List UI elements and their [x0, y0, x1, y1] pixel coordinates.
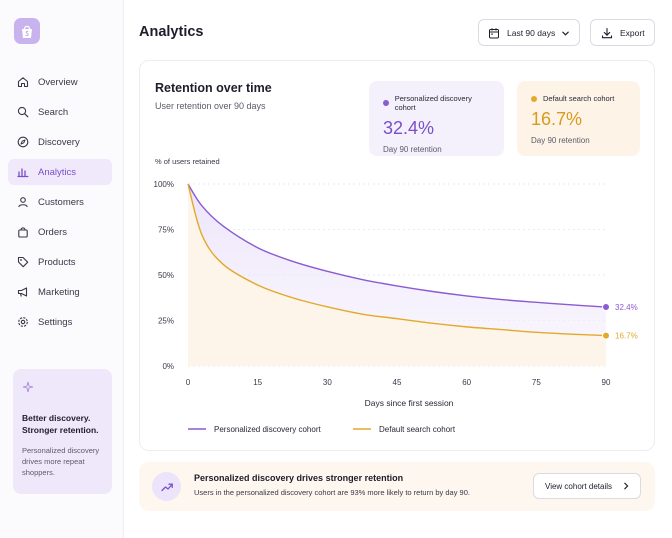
promo-title: Better discovery. Stronger retention.: [22, 413, 99, 435]
bar-chart-icon: [17, 166, 29, 178]
default-cohort-area: [188, 184, 606, 366]
sidebar-item-discovery[interactable]: Discovery: [8, 129, 112, 155]
y-tick-label: 100%: [154, 180, 174, 189]
series-line-default: [187, 183, 607, 337]
y-axis-label: % of users retained: [155, 157, 220, 166]
card-subtitle: User retention over 90 days: [155, 101, 266, 111]
y-tick-label: 75%: [158, 226, 174, 235]
user-icon: [17, 196, 29, 208]
x-tick-label: 60: [462, 378, 471, 387]
sidebar-item-analytics[interactable]: Analytics: [8, 159, 112, 185]
stat-value: 16.7%: [531, 109, 583, 129]
sidebar-item-settings[interactable]: Settings: [8, 309, 112, 335]
series-end-label-personalized: 32.4%: [615, 303, 638, 312]
stat-caption: Day 90 retention: [531, 136, 590, 145]
store-logo[interactable]: [14, 18, 40, 44]
compass-icon: [17, 136, 29, 148]
bag-icon: [17, 226, 29, 238]
search-icon: [17, 106, 29, 118]
sidebar-item-label: Discovery: [38, 136, 80, 148]
download-icon: [601, 27, 613, 38]
shopping-bag-logo-icon: [22, 25, 32, 38]
legend-label: Default search cohort: [379, 425, 456, 434]
sidebar: Overview Search Discovery Analytics Cust…: [0, 0, 124, 538]
stat-personalized: Personalized discovery cohort 32.4% Day …: [369, 81, 504, 156]
sidebar-item-marketing[interactable]: Marketing: [8, 279, 112, 305]
retention-chart: 100% 75% 50% 25% 0% 0 15 30 45 60 75 90 % of users …: [154, 157, 638, 434]
sidebar-item-label: Orders: [38, 226, 68, 238]
series-dot: [383, 100, 389, 106]
stat-default: Default search cohort 16.7% Day 90 reten…: [517, 81, 640, 156]
sidebar-item-search[interactable]: Search: [8, 99, 112, 125]
stat-label: Default search cohort: [543, 94, 615, 103]
series-line-personalized: [187, 183, 607, 308]
series-endpoint-personalized: [602, 303, 610, 312]
y-tick-label: 25%: [158, 317, 174, 326]
export-label: Export: [620, 27, 645, 38]
sidebar-item-label: Settings: [38, 316, 73, 328]
x-tick-label: 75: [532, 378, 541, 387]
x-tick-label: 45: [393, 378, 402, 387]
export-button[interactable]: Export: [590, 19, 655, 46]
y-tick-label: 50%: [158, 271, 174, 280]
banner-body: Users in the personalized discovery coho…: [194, 488, 470, 497]
chevron-right-icon: [624, 482, 629, 490]
sidebar-item-label: Overview: [38, 76, 78, 88]
sparkle-icon: [22, 381, 34, 393]
insight-banner: Personalized discovery drives stronger r…: [139, 462, 655, 511]
retention-card: 100% 75% 50% 25% 0% 0 15 30 45 60 75 90 % of users …: [139, 60, 655, 451]
stat-label: Personalized discovery cohort: [394, 94, 472, 112]
y-tick-label: 0%: [162, 362, 174, 371]
sidebar-item-label: Analytics: [38, 166, 77, 178]
view-cohort-details-button[interactable]: View cohort details: [533, 473, 641, 499]
legend-label: Personalized discovery cohort: [214, 425, 321, 434]
x-tick-label: 15: [253, 378, 262, 387]
sidebar-item-orders[interactable]: Orders: [8, 219, 112, 245]
date-range-dropdown[interactable]: Last 90 days: [478, 19, 580, 46]
home-icon: [17, 76, 29, 88]
series-endpoint-default: [602, 331, 610, 340]
date-range-label: Last 90 days: [507, 27, 556, 38]
card-title: Retention over time: [155, 81, 272, 95]
sidebar-item-customers[interactable]: Customers: [8, 189, 112, 215]
button-label: View cohort details: [545, 481, 612, 491]
calendar-icon: [489, 27, 499, 38]
series-end-label-default: 16.7%: [615, 332, 638, 341]
tag-icon: [17, 256, 29, 268]
stat-caption: Day 90 retention: [383, 145, 442, 154]
promo-body: Personalized discovery drives more repea…: [22, 446, 100, 477]
chevron-down-icon: [562, 31, 569, 36]
trend-up-icon: [152, 472, 181, 501]
x-tick-label: 90: [602, 378, 611, 387]
sidebar-item-label: Search: [38, 106, 69, 118]
x-tick-label: 0: [186, 378, 191, 387]
sidebar-item-label: Products: [38, 256, 76, 268]
sidebar-item-overview[interactable]: Overview: [8, 69, 112, 95]
sidebar-item-label: Marketing: [38, 286, 80, 298]
megaphone-icon: [17, 286, 29, 298]
x-tick-label: 30: [323, 378, 332, 387]
series-dot: [531, 95, 537, 102]
x-axis-label: Days since first session: [365, 398, 454, 408]
banner-title: Personalized discovery drives stronger r…: [194, 473, 404, 483]
stat-value: 32.4%: [383, 118, 435, 138]
page-title: Analytics: [139, 24, 204, 40]
sidebar-item-label: Customers: [38, 196, 84, 208]
promo-card: Better discovery. Stronger retention. Pe…: [13, 369, 112, 494]
sidebar-item-products[interactable]: Products: [8, 249, 112, 275]
gear-icon: [17, 316, 29, 328]
